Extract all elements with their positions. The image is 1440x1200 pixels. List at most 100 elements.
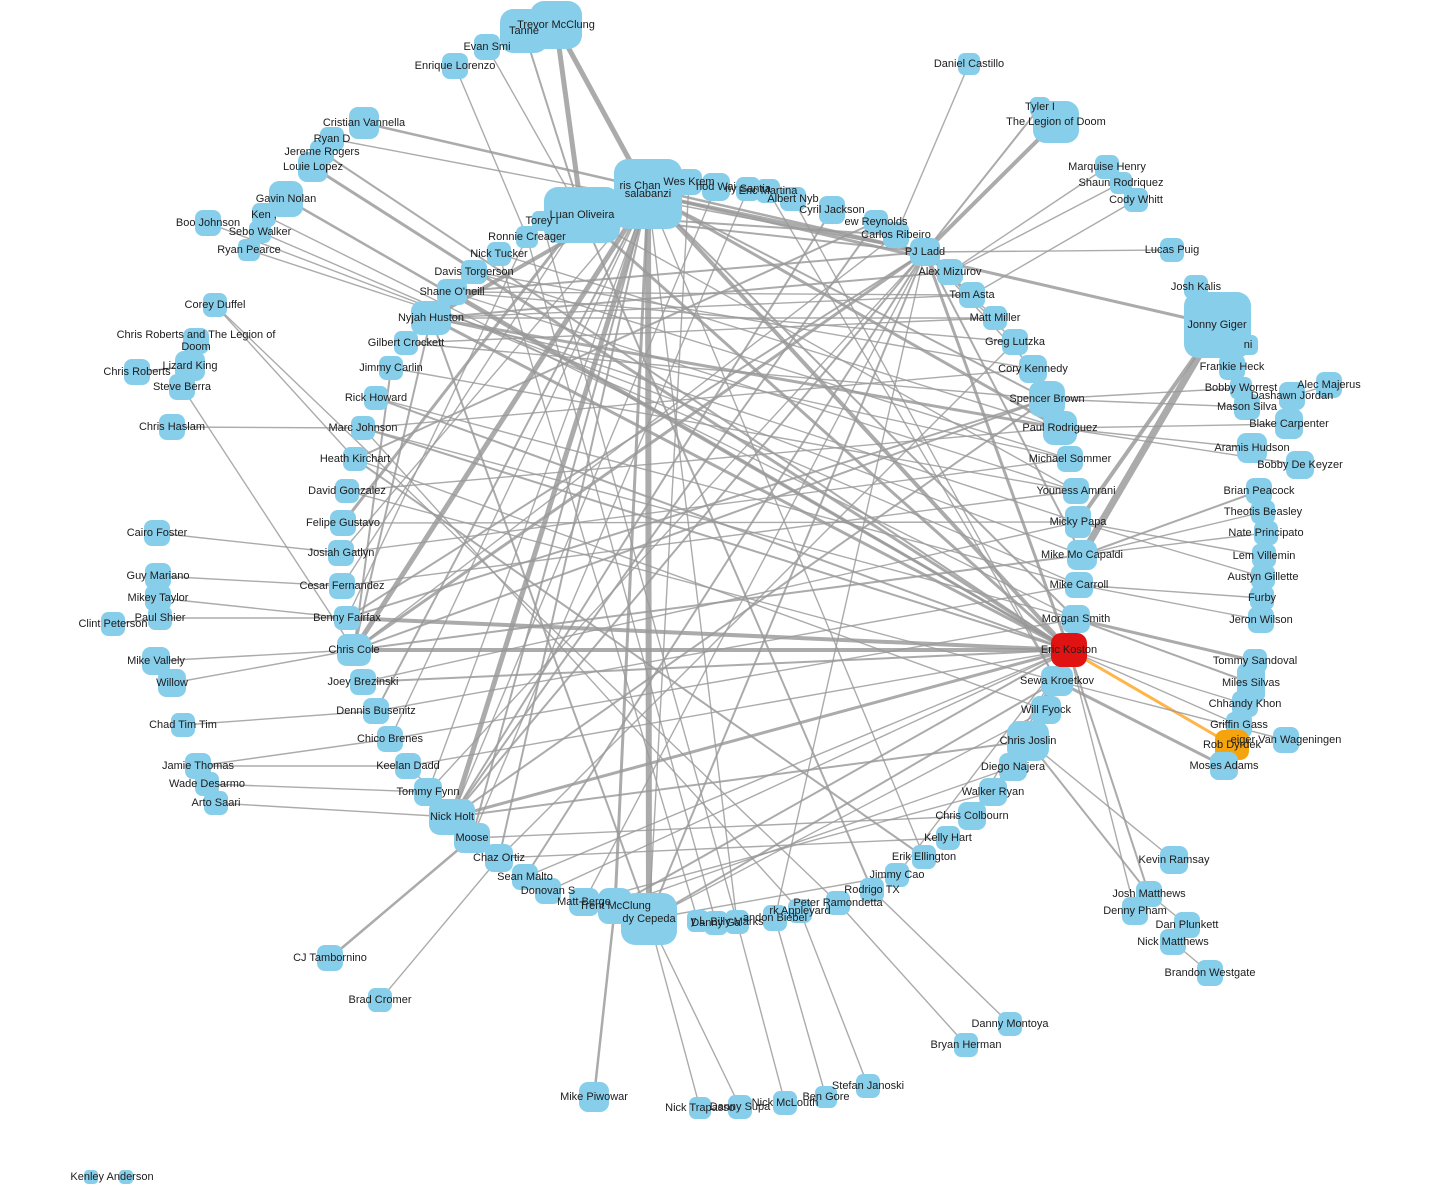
node-wes-krem[interactable] <box>676 169 702 195</box>
node-benny-fairfax[interactable] <box>334 606 360 630</box>
node-keelan-dadd[interactable] <box>395 753 421 779</box>
node-kenley-anderson-2[interactable] <box>119 1170 133 1184</box>
node-ben-gore[interactable] <box>815 1086 837 1108</box>
node-boo-johnson[interactable] <box>195 210 221 236</box>
node-willow[interactable] <box>158 669 186 697</box>
node-gilbert-crockett[interactable] <box>394 331 418 355</box>
node-guy-mariano[interactable] <box>145 563 171 589</box>
node-daniel-castillo[interactable] <box>958 53 980 75</box>
node-jeron-wilson[interactable] <box>1248 607 1274 633</box>
node-steve-berra[interactable] <box>169 374 195 400</box>
node-chico-brenes[interactable] <box>377 726 403 752</box>
node-dennis-busenitz[interactable] <box>363 698 389 724</box>
node-andon-biebel[interactable] <box>763 905 787 931</box>
node-evan-smi[interactable] <box>474 34 500 60</box>
node-mike-mo[interactable] <box>1067 540 1097 570</box>
node-y-l[interactable] <box>687 910 709 932</box>
node-bryan-herman[interactable] <box>954 1033 978 1057</box>
node-kevin-ramsay[interactable] <box>1160 846 1188 874</box>
node-davis-torgerson[interactable] <box>461 260 487 284</box>
node-corey-duffel[interactable] <box>203 293 227 317</box>
node-alec-majerus[interactable] <box>1316 372 1342 398</box>
node-peter-ramondetta[interactable] <box>826 891 850 915</box>
node-albert-nyb[interactable] <box>780 187 806 211</box>
node-danny-supa[interactable] <box>728 1095 752 1119</box>
node-moses-adams[interactable] <box>1210 752 1238 780</box>
node-nick-matthews[interactable] <box>1160 929 1186 955</box>
node-cr-legion[interactable] <box>183 328 209 354</box>
node-spencer-brown[interactable] <box>1029 381 1065 417</box>
node-chris-cole[interactable] <box>337 634 371 666</box>
node-cesar-fernandez[interactable] <box>329 573 355 599</box>
node-walker-ryan[interactable] <box>979 778 1007 806</box>
node-arto-saari[interactable] <box>204 791 228 815</box>
node-shane-oneill[interactable] <box>437 279 467 305</box>
node-cory-kennedy[interactable] <box>1019 355 1047 383</box>
node-kelly-hart[interactable] <box>936 826 960 850</box>
node-tom-asta[interactable] <box>959 282 985 308</box>
node-louie-lopez[interactable] <box>298 152 328 182</box>
node-paul-shier[interactable] <box>148 606 172 630</box>
node-chris-joslin[interactable] <box>1007 721 1049 761</box>
node-chris-roberts[interactable] <box>124 359 150 385</box>
node-sewa-kroetkov[interactable] <box>1041 666 1073 696</box>
node-trent-mcclung[interactable] <box>598 888 632 924</box>
node-ishod[interactable] <box>702 173 730 201</box>
node-denny-pham[interactable] <box>1122 897 1148 925</box>
node-torey[interactable] <box>532 211 552 231</box>
node-brandon-westgate[interactable] <box>1197 960 1223 986</box>
node-brian-peacock[interactable] <box>1246 478 1272 504</box>
node-felipe-gustavo[interactable] <box>330 510 356 536</box>
node-ny-santia[interactable] <box>736 177 760 201</box>
node-josiah-gatlyn[interactable] <box>328 540 354 566</box>
node-cristian-vannella[interactable] <box>349 107 379 139</box>
node-marc-johnson[interactable] <box>351 416 375 440</box>
node-chaz-ortiz[interactable] <box>485 844 513 872</box>
node-jimmy-carlin[interactable] <box>379 356 403 380</box>
node-michael-sommer[interactable] <box>1057 446 1083 472</box>
node-kenley-anderson[interactable] <box>84 1170 98 1184</box>
node-theotis-beasley[interactable] <box>1251 500 1275 524</box>
node-greg-lutzka[interactable] <box>1002 329 1028 355</box>
node-donovan-s[interactable] <box>535 878 561 904</box>
node-cairo-foster[interactable] <box>144 520 170 546</box>
node-mike-piwowar[interactable] <box>579 1082 609 1112</box>
node-luan-oliveira[interactable] <box>544 187 620 243</box>
node-heath-kirchart[interactable] <box>343 447 367 471</box>
node-danny-ga[interactable] <box>704 911 728 935</box>
node-david-gonzalez[interactable] <box>335 479 359 503</box>
node-blake-carpenter[interactable] <box>1275 409 1303 439</box>
node-erik-ellington[interactable] <box>912 845 936 869</box>
node-mason-silva[interactable] <box>1234 394 1260 420</box>
node-sebo-walker[interactable] <box>249 221 271 243</box>
node-rk-appleyard[interactable] <box>788 899 812 923</box>
node-stefan-janoski[interactable] <box>856 1074 880 1098</box>
node-chris-colbourn[interactable] <box>958 802 986 830</box>
node-matt-miller[interactable] <box>983 306 1007 330</box>
node-enrique-lorenzo[interactable] <box>442 53 468 79</box>
node-ryan-pearce[interactable] <box>238 239 260 261</box>
node-aramis-hudson[interactable] <box>1237 433 1267 463</box>
node-eric-koston[interactable] <box>1051 633 1087 667</box>
node-furby[interactable] <box>1250 586 1274 610</box>
node-billy-marks[interactable] <box>725 910 749 934</box>
node-brad-cromer[interactable] <box>368 988 392 1012</box>
node-austyn-gillette[interactable] <box>1251 565 1275 589</box>
node-will-fyock[interactable] <box>1031 696 1061 724</box>
node-mike-carroll[interactable] <box>1065 572 1093 598</box>
node-lucas-puig[interactable] <box>1160 238 1184 262</box>
node-bobby-dekeyzer[interactable] <box>1286 451 1314 479</box>
node-rick-howard[interactable] <box>364 386 388 410</box>
node-joey-brezinski[interactable] <box>350 669 376 695</box>
node-bobby-worrest[interactable] <box>1230 377 1252 399</box>
node-eric-martina[interactable] <box>756 179 780 203</box>
node-ronnie-creager[interactable] <box>516 226 538 248</box>
node-cj-tambornino[interactable] <box>317 945 343 971</box>
node-morgan-smith[interactable] <box>1062 605 1090 633</box>
node-ni[interactable] <box>1238 335 1258 355</box>
node-van-wageningen[interactable] <box>1273 727 1299 753</box>
node-cyril-jackson[interactable] <box>819 196 845 224</box>
node-moose[interactable] <box>454 823 490 853</box>
node-tanne[interactable] <box>500 9 548 53</box>
